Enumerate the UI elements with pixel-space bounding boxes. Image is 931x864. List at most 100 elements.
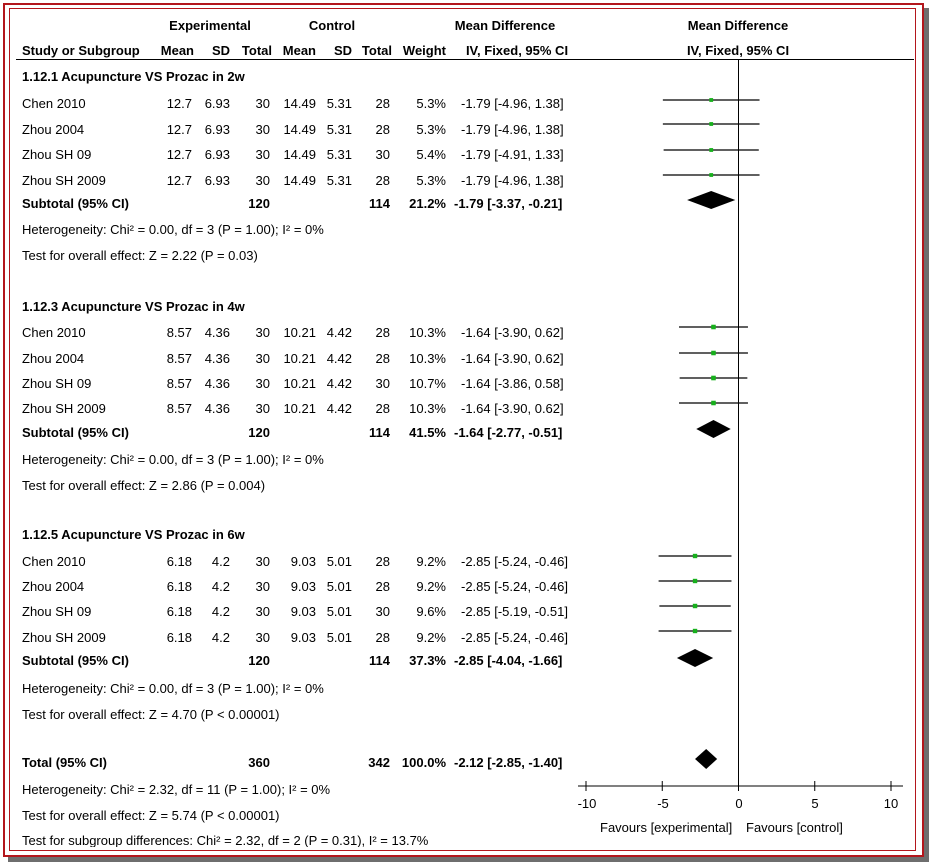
header-rule [16,59,914,60]
study-sd-c: 4.42 [326,401,352,416]
study-mean-e: 12.7 [166,122,192,137]
study-name: Zhou SH 2009 [22,630,106,645]
total-weight: 100.0% [401,755,446,770]
study-name: Zhou SH 2009 [22,173,106,188]
subtotal-weight: 37.3% [409,653,446,668]
study-sd-e: 6.93 [204,96,230,111]
study-name: Chen 2010 [22,554,86,569]
study-name: Chen 2010 [22,96,86,111]
subtotal-n-e: 120 [248,196,270,211]
overall-diamond [695,749,718,769]
heterogeneity-text: Heterogeneity: Chi² = 0.00, df = 3 (P = … [22,681,324,696]
study-ci: -2.85 [-5.19, -0.51] [461,604,568,619]
study-weight: 9.2% [416,554,446,569]
study-mean-c: 14.49 [283,173,316,188]
study-weight: 5.3% [416,96,446,111]
study-n-c: 28 [375,173,390,188]
study-ci: -1.79 [-4.91, 1.33] [461,147,564,162]
study-sd-c: 5.01 [326,554,352,569]
study-n-c: 28 [375,351,390,366]
study-ci: -1.64 [-3.90, 0.62] [461,325,564,340]
header-mean-c: Mean [282,43,316,58]
study-mean-e: 8.57 [166,401,192,416]
study-name: Zhou SH 2009 [22,401,106,416]
header-mean-e: Mean [160,43,194,58]
axis-tick-label: 0 [735,796,743,811]
total-n-e: 360 [248,755,270,770]
study-sd-c: 5.01 [326,579,352,594]
study-ci: -1.79 [-4.96, 1.38] [461,96,564,111]
study-mean-c: 9.03 [290,630,316,645]
study-mean-e: 6.18 [166,579,192,594]
study-weight: 5.4% [416,147,446,162]
effect-square [709,122,714,126]
effect-square [709,148,714,152]
total-overall-effect: Test for overall effect: Z = 5.74 (P < 0… [22,808,280,823]
study-mean-c: 14.49 [283,122,316,137]
study-weight: 9.2% [416,579,446,594]
header-total-c: Total [361,43,392,58]
total-label: Total (95% CI) [22,755,107,770]
figure-inner-border [9,8,916,851]
study-ci: -1.64 [-3.90, 0.62] [461,351,564,366]
study-name: Chen 2010 [22,325,86,340]
effect-square [711,350,716,356]
axis-tick-label: 10 [883,796,899,811]
study-ci: -1.79 [-4.96, 1.38] [461,122,564,137]
study-sd-e: 4.2 [211,579,230,594]
study-mean-c: 14.49 [283,96,316,111]
study-mean-e: 12.7 [166,173,192,188]
axis-tick-label: 5 [811,796,819,811]
study-n-e: 30 [255,604,270,619]
effect-square [692,578,698,584]
axis-tick-label: -10 [577,796,597,811]
header-plot-method: IV, Fixed, 95% CI [686,43,790,58]
study-mean-c: 14.49 [283,147,316,162]
study-sd-e: 4.2 [211,630,230,645]
effect-square [692,628,698,634]
header-mean-difference: Mean Difference [454,18,556,33]
study-weight: 9.2% [416,630,446,645]
study-sd-e: 4.36 [204,401,230,416]
study-n-c: 28 [375,96,390,111]
study-weight: 10.3% [409,325,446,340]
study-sd-e: 4.36 [204,351,230,366]
study-name: Zhou SH 09 [22,147,92,162]
effect-square [692,603,698,609]
subtotal-n-c: 114 [369,196,390,211]
study-mean-c: 9.03 [290,554,316,569]
effect-square [711,324,716,330]
study-name: Zhou 2004 [22,351,85,366]
heterogeneity-text: Heterogeneity: Chi² = 0.00, df = 3 (P = … [22,222,324,237]
total-ci: -2.12 [-2.85, -1.40] [454,755,563,770]
study-ci: -1.79 [-4.96, 1.38] [461,173,564,188]
overall-effect-text: Test for overall effect: Z = 2.22 (P = 0… [22,248,258,263]
study-sd-c: 5.31 [326,96,352,111]
header-control: Control [308,18,356,33]
study-mean-e: 8.57 [166,376,192,391]
study-sd-e: 4.2 [211,554,230,569]
study-mean-e: 8.57 [166,325,192,340]
study-name: Zhou SH 09 [22,376,92,391]
header-experimental: Experimental [169,18,251,33]
study-n-c: 28 [375,325,390,340]
subtotal-label: Subtotal (95% CI) [22,425,129,440]
subtotal-weight: 21.2% [409,196,446,211]
study-n-c: 28 [375,630,390,645]
study-weight: 10.3% [409,351,446,366]
header-sd-c: SD [333,43,352,58]
total-n-c: 342 [368,755,390,770]
effect-square [692,553,698,559]
subtotal-label: Subtotal (95% CI) [22,196,129,211]
study-sd-e: 4.36 [204,325,230,340]
study-mean-e: 6.18 [166,604,192,619]
header-plot-title: Mean Difference [687,18,789,33]
study-n-c: 28 [375,122,390,137]
header-study: Study or Subgroup [22,43,140,58]
study-sd-c: 4.42 [326,325,352,340]
subtotal-n-c: 114 [369,425,390,440]
study-n-c: 30 [375,147,390,162]
study-n-c: 30 [375,376,390,391]
study-sd-c: 5.01 [326,604,352,619]
study-mean-c: 9.03 [290,579,316,594]
